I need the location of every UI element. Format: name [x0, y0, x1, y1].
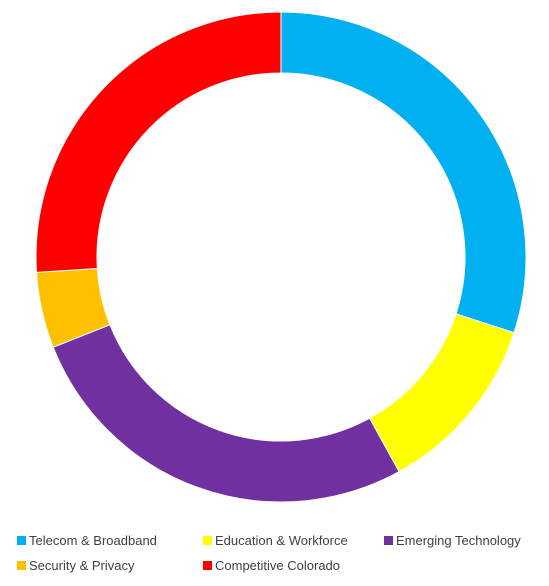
legend-swatch-telecom [17, 536, 26, 545]
donut-slice-education-workforce [368, 313, 515, 473]
legend-label-education: Education & Workforce [215, 533, 348, 548]
legend-row-1: Telecom & Broadband Education & Workforc… [17, 532, 549, 557]
legend-entry-emerging: Emerging Technology [384, 532, 521, 550]
legend-entry-competitive: Competitive Colorado [203, 557, 340, 575]
legend-label-competitive: Competitive Colorado [215, 558, 341, 573]
donut-slice-competitive-colorado [35, 11, 282, 273]
legend-entry-telecom: Telecom & Broadband [17, 532, 157, 550]
legend-entry-education: Education & Workforce [203, 532, 348, 550]
donut-slice-telecom-broadband [280, 11, 527, 334]
legend-swatch-education [203, 536, 212, 545]
legend-swatch-emerging [384, 536, 393, 545]
chart-legend: Telecom & Broadband Education & Workforc… [17, 532, 549, 582]
donut-plot [35, 11, 527, 503]
legend-swatch-competitive [203, 561, 212, 570]
legend-row-2: Security & Privacy Competitive Colorado [17, 557, 549, 582]
legend-label-emerging: Emerging Technology [396, 533, 521, 548]
legend-label-security: Security & Privacy [29, 558, 135, 573]
legend-swatch-security [17, 561, 26, 570]
legend-label-telecom: Telecom & Broadband [29, 533, 157, 548]
donut-slice-emerging-technology [52, 324, 400, 503]
legend-entry-security: Security & Privacy [17, 557, 134, 575]
